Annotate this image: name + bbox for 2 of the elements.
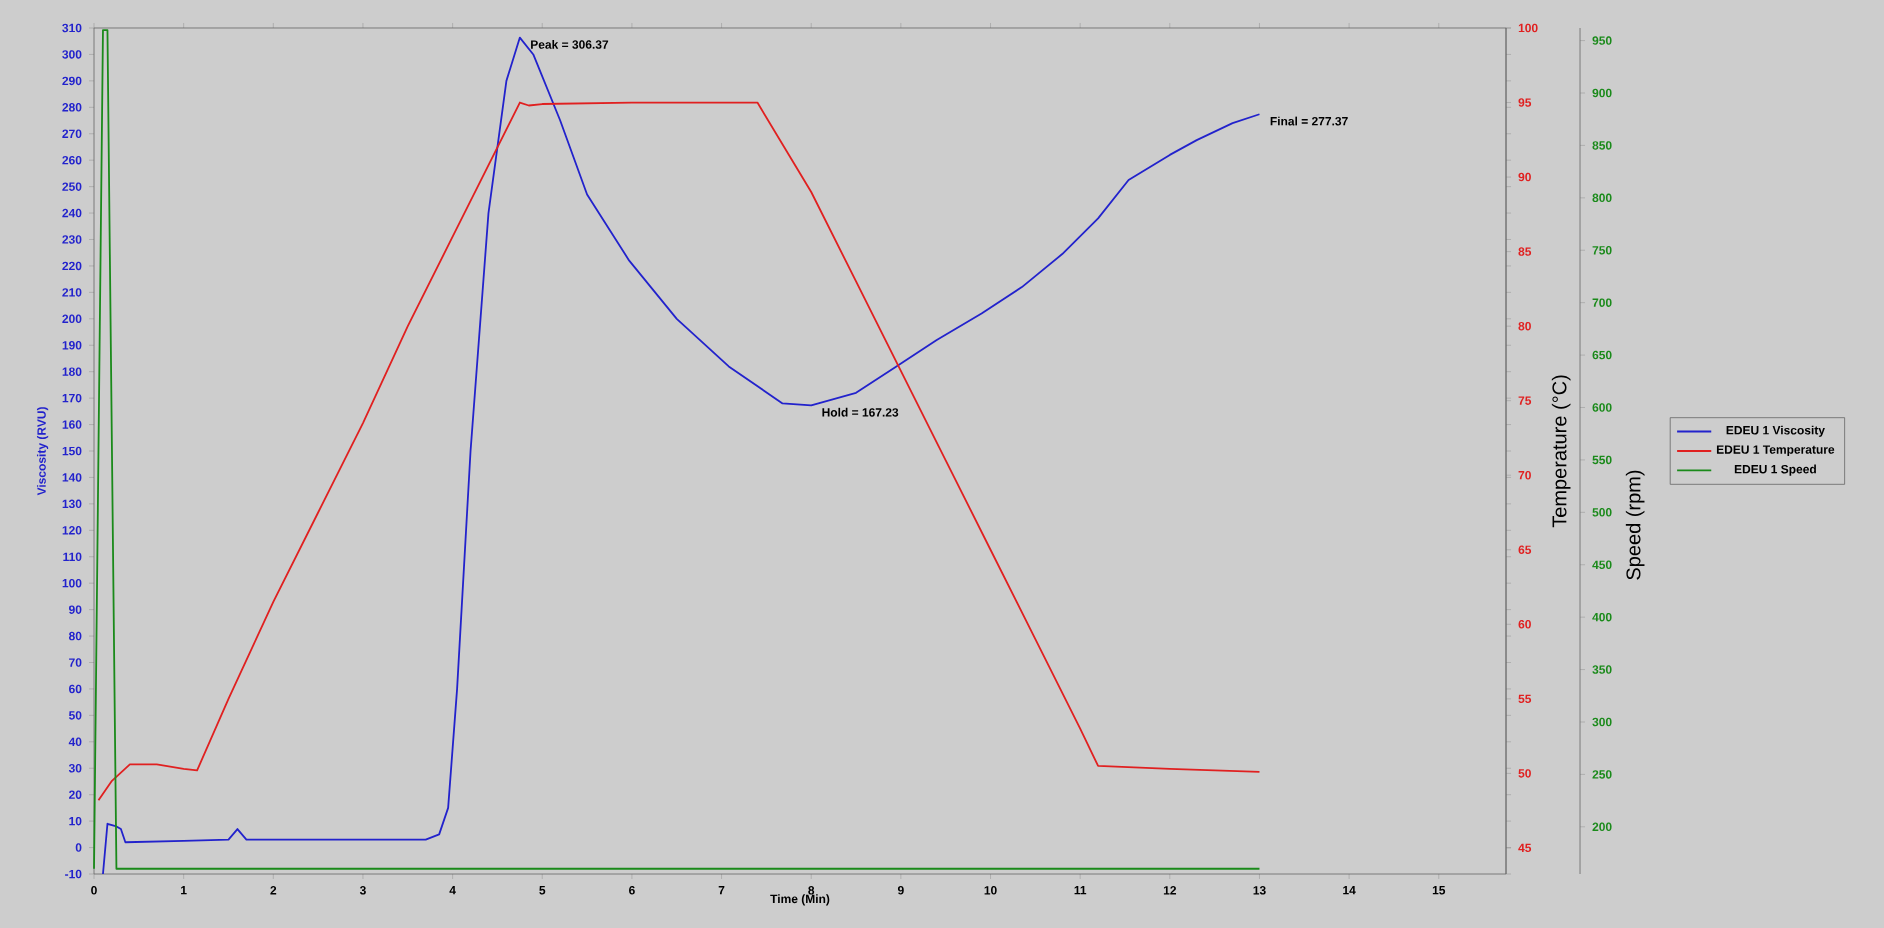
y3-axis-title: Speed (rpm)	[1625, 470, 1645, 580]
y2-axis-title: Temperature (°C)	[1551, 375, 1571, 528]
